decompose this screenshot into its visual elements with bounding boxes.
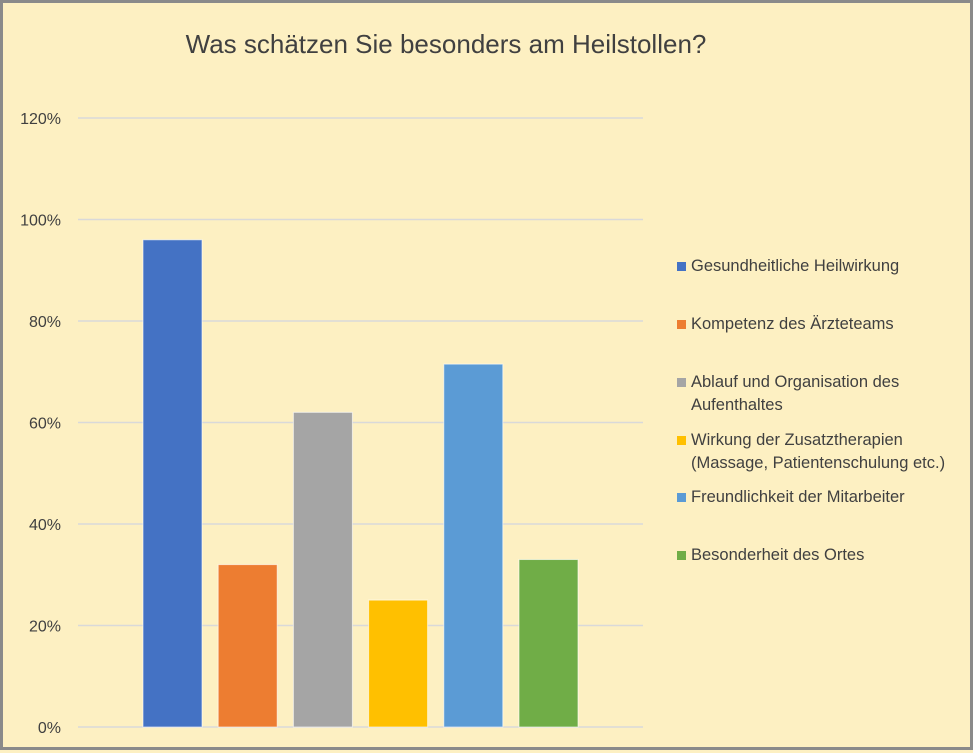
- y-tick-label: 100%: [20, 213, 61, 230]
- bar: [443, 363, 504, 728]
- legend-item: Freundlichkeit der Mitarbeiter: [675, 486, 970, 509]
- legend-label: Besonderheit des Ortes: [691, 546, 865, 564]
- legend-swatch: [677, 493, 686, 502]
- bar: [518, 559, 579, 728]
- y-axis-ticks: 0% 20% 40% 60% 80% 100% 120%: [20, 111, 61, 737]
- legend-swatch: [677, 436, 686, 445]
- bars: [142, 239, 579, 728]
- legend-item: Gesundheitliche Heilwirkung: [675, 255, 970, 278]
- bar: [217, 564, 278, 728]
- legend-swatch: [677, 262, 686, 271]
- y-tick-label: 80%: [29, 314, 61, 331]
- chart-title: Was schätzen Sie besonders am Heilstolle…: [185, 29, 707, 59]
- bar: [292, 411, 353, 728]
- bar: [368, 599, 429, 728]
- y-tick-label: 120%: [20, 111, 61, 128]
- y-tick-label: 20%: [29, 619, 61, 636]
- legend-swatch: [677, 320, 686, 329]
- legend-item: Wirkung der Zusatztherapien (Massage, Pa…: [675, 429, 970, 475]
- legend-item: Besonderheit des Ortes: [675, 544, 970, 567]
- legend-label: Ablauf und Organisation des Aufenthaltes: [691, 373, 900, 414]
- bar: [142, 239, 203, 728]
- y-tick-label: 40%: [29, 517, 61, 534]
- legend-item: Ablauf und Organisation des Aufenthaltes: [675, 371, 970, 417]
- y-tick-label: 0%: [38, 720, 61, 737]
- legend-swatch: [677, 551, 686, 560]
- legend-label: Gesundheitliche Heilwirkung: [691, 257, 900, 275]
- chart-plot: 0% 20% 40% 60% 80% 100% 120%: [20, 111, 643, 737]
- y-tick-label: 60%: [29, 416, 61, 433]
- legend-label: Wirkung der Zusatztherapien (Massage, Pa…: [691, 431, 946, 472]
- legend-label: Freundlichkeit der Mitarbeiter: [691, 488, 905, 506]
- legend-swatch: [677, 378, 686, 387]
- legend-item: Kompetenz des Ärzteteams: [675, 313, 970, 336]
- legend-label: Kompetenz des Ärzteteams: [691, 315, 894, 333]
